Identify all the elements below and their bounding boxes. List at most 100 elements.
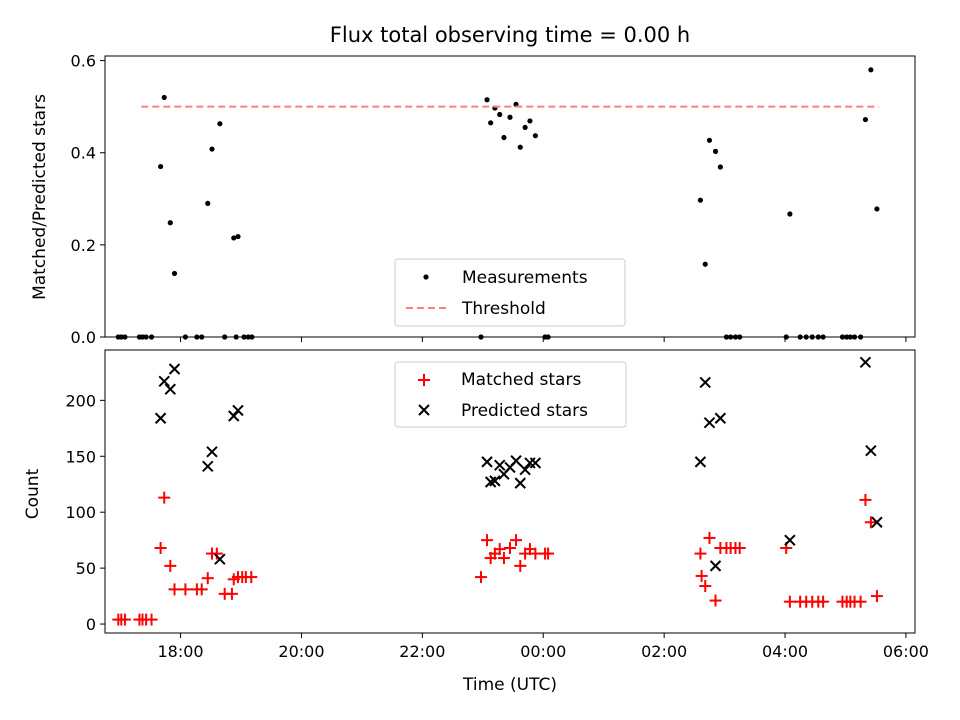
top-ytick-label: 0.4	[71, 144, 96, 163]
chart-title: Flux total observing time = 0.00 h	[330, 23, 690, 47]
series-measurements-point	[501, 134, 507, 141]
series-measurements-point	[862, 116, 869, 123]
series-predicted-stars-point	[703, 417, 716, 429]
series-measurements-point	[158, 163, 164, 170]
series-matched-stars-point	[145, 613, 158, 626]
top-axes-frame	[104, 55, 916, 338]
series-predicted-stars-point	[494, 459, 506, 471]
top-ytick-label: 0.0	[71, 328, 96, 347]
series-matched-stars-point	[870, 590, 883, 603]
series-matched-stars-point	[733, 541, 746, 554]
series-measurements-point	[507, 114, 513, 120]
bottom-ytick-label: 150	[65, 447, 96, 466]
series-matched-stars-point	[542, 547, 555, 560]
series-measurements-point	[717, 164, 723, 170]
xtick-label: 06:00	[883, 642, 929, 661]
series-predicted-stars-point	[524, 457, 536, 469]
series-matched-stars-point	[694, 547, 707, 560]
bottom-ytick-label: 200	[65, 391, 96, 410]
series-measurements-point	[231, 235, 237, 241]
bottom-axes-frame	[104, 349, 916, 634]
top-legend-box	[394, 258, 626, 327]
top-ytick-label: 0.6	[71, 52, 96, 71]
bottom-legend-box	[394, 361, 627, 428]
series-matched-stars-point	[481, 534, 494, 547]
xtick-label: 18:00	[158, 642, 204, 661]
series-matched-stars-point	[703, 531, 716, 544]
xtick-label: 20:00	[278, 642, 324, 661]
series-measurements-point	[868, 67, 874, 73]
series-measurements-point	[522, 124, 528, 131]
series-matched-stars-point	[195, 583, 208, 596]
series-predicted-stars-point	[871, 516, 883, 528]
x-axis-label: Time (UTC)	[462, 675, 557, 695]
series-measurements-point	[167, 220, 173, 226]
bottom-panel: Count Time (UTC) Matched stars Predicted…	[23, 349, 916, 695]
bottom-ytick-label: 100	[65, 503, 96, 522]
series-predicted-stars-point	[529, 457, 542, 469]
top-y-axis-label: Matched/Predicted stars	[30, 94, 50, 300]
series-measurements-point	[712, 148, 719, 154]
series-matched-stars-point	[158, 491, 171, 504]
series-matched-stars-point	[504, 541, 516, 554]
xtick-label: 04:00	[762, 642, 808, 661]
series-matched-stars-point	[699, 580, 712, 593]
series-matched-stars-point	[168, 583, 181, 596]
series-measurements-point	[497, 111, 503, 118]
xtick-label: 00:00	[520, 642, 566, 661]
xtick-label: 02:00	[641, 642, 687, 661]
series-predicted-stars-point	[206, 446, 218, 458]
legend-measurements-marker	[423, 274, 429, 280]
series-matched-stars-point	[514, 559, 527, 572]
series-measurements-point	[527, 118, 533, 124]
top-ytick-label: 0.2	[71, 236, 96, 255]
series-predicted-stars-point	[699, 376, 711, 389]
series-predicted-stars-point	[519, 463, 531, 476]
series-measurements-point	[488, 120, 494, 126]
series-predicted-stars-point	[859, 356, 872, 369]
legend-predicted-marker	[418, 404, 430, 416]
series-measurements-point	[697, 197, 704, 203]
series-measurements-point	[205, 200, 211, 207]
bottom-plot-area	[112, 356, 883, 626]
series-predicted-stars-point	[489, 475, 501, 487]
series-matched-stars-point	[709, 594, 722, 607]
top-legend: Measurements Threshold	[394, 258, 626, 327]
legend-predicted-label: Predicted stars	[461, 401, 588, 421]
bottom-y-axis-label: Count	[23, 468, 43, 519]
legend-threshold-label: Threshold	[461, 299, 546, 319]
series-matched-stars-point	[179, 583, 192, 596]
series-matched-stars-point	[510, 534, 523, 547]
bottom-ytick-label: 0	[86, 615, 96, 634]
series-predicted-stars-point	[158, 375, 170, 388]
series-measurements-point	[874, 206, 880, 212]
bottom-legend: Matched stars Predicted stars	[394, 361, 627, 428]
series-matched-stars-point	[154, 541, 167, 554]
series-predicted-stars-point	[214, 553, 226, 565]
series-matched-stars-point	[118, 613, 131, 626]
series-measurements-point	[235, 233, 241, 240]
series-matched-stars-point	[210, 547, 223, 560]
series-predicted-stars-point	[865, 444, 877, 457]
series-measurements-point	[171, 270, 178, 277]
series-measurements-point	[517, 144, 523, 150]
series-matched-stars-point	[164, 559, 177, 572]
series-measurements-point	[702, 261, 708, 267]
top-panel: Matched/Predicted stars Measurements Thr…	[30, 55, 916, 340]
series-matched-stars-point	[864, 516, 877, 529]
series-predicted-stars-point	[694, 456, 707, 468]
series-matched-stars-point	[497, 552, 510, 565]
series-predicted-stars-point	[232, 404, 244, 417]
legend-measurements-label: Measurements	[462, 268, 588, 288]
series-matched-stars-point	[695, 569, 708, 582]
legend-matched-marker	[418, 374, 430, 386]
series-predicted-stars-point	[154, 412, 167, 424]
bottom-ytick-label: 50	[76, 559, 96, 578]
series-predicted-stars-point	[481, 456, 493, 468]
series-matched-stars-point	[201, 572, 214, 585]
series-measurements-point	[513, 101, 519, 107]
series-predicted-stars-point	[709, 560, 722, 572]
series-measurements-point	[209, 146, 215, 152]
series-predicted-stars-point	[164, 383, 176, 395]
